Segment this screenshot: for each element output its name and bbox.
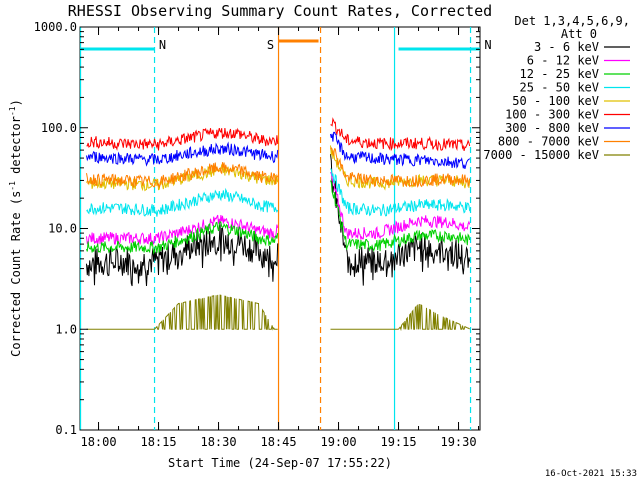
series-line bbox=[86, 146, 471, 189]
legend-entry-label: 100 - 300 keV bbox=[505, 108, 599, 122]
y-tick-label: 1000.0 bbox=[34, 20, 77, 34]
x-tick-label: 18:00 bbox=[80, 435, 116, 449]
chart-title: RHESSI Observing Summary Count Rates, Co… bbox=[68, 2, 492, 20]
flags-layer: N NS bbox=[80, 38, 492, 52]
y-tick-label: 10.0 bbox=[48, 222, 77, 236]
flag-label: S bbox=[267, 38, 274, 52]
series-line bbox=[86, 180, 471, 255]
series-layer bbox=[86, 117, 471, 332]
legend-entry-label: 300 - 800 keV bbox=[505, 121, 599, 135]
plot-frame bbox=[79, 26, 481, 431]
y-axis-label: Corrected Count Rate (s-1 detector-1) bbox=[8, 99, 23, 357]
y-axis-label-main: Corrected Count Rate (s bbox=[9, 191, 23, 357]
y-tick-label: 100.0 bbox=[41, 121, 77, 135]
eclipse-boundaries bbox=[79, 27, 472, 430]
series-line bbox=[86, 131, 471, 170]
x-axis-label: Start Time (24-Sep-07 17:55:22) bbox=[168, 456, 392, 470]
x-tick-label: 18:30 bbox=[200, 435, 236, 449]
legend-entry-label: 6 - 12 keV bbox=[527, 54, 599, 68]
x-tick-label: 19:30 bbox=[440, 435, 476, 449]
x-axis: 18:00 18:15 18:30 18:45 19:00 19:15 19:30 bbox=[80, 27, 480, 449]
y-axis-label-mid: detector bbox=[9, 116, 23, 181]
flag-label: N bbox=[484, 38, 491, 52]
legend-entry-label: 12 - 25 keV bbox=[520, 67, 599, 81]
legend-entry-label: 3 - 6 keV bbox=[534, 40, 599, 54]
legend-entry-label: 7000 - 15000 keV bbox=[483, 148, 599, 162]
x-tick-label: 19:00 bbox=[320, 435, 356, 449]
y-axis-label-exp2: -1 bbox=[8, 106, 17, 116]
y-axis-label-end: ) bbox=[9, 99, 23, 106]
x-tick-label: 18:15 bbox=[140, 435, 176, 449]
series-line bbox=[86, 168, 471, 217]
x-tick-label: 19:15 bbox=[380, 435, 416, 449]
legend-header-detectors: Det 1,3,4,5,6,9, bbox=[514, 14, 630, 28]
y-tick-label: 1.0 bbox=[55, 322, 77, 336]
legend-header-attenuator: Att 0 bbox=[561, 27, 597, 41]
legend-entry-label: 25 - 50 keV bbox=[520, 81, 599, 95]
legend-entry-label: 50 - 100 keV bbox=[512, 94, 599, 108]
y-axis-label-exp1: -1 bbox=[8, 181, 17, 191]
x-tick-label: 18:45 bbox=[260, 435, 296, 449]
timestamp: 16-Oct-2021 15:33 bbox=[545, 469, 637, 479]
y-tick-label: 0.1 bbox=[55, 423, 77, 437]
series-line bbox=[86, 294, 470, 332]
series-line bbox=[86, 117, 471, 152]
legend-entry-label: 800 - 7000 keV bbox=[498, 135, 599, 149]
flag-label: N bbox=[159, 38, 166, 52]
series-line bbox=[86, 154, 471, 287]
y-axis: 1000.0 100.0 10.0 1.0 0.1 bbox=[34, 20, 480, 437]
